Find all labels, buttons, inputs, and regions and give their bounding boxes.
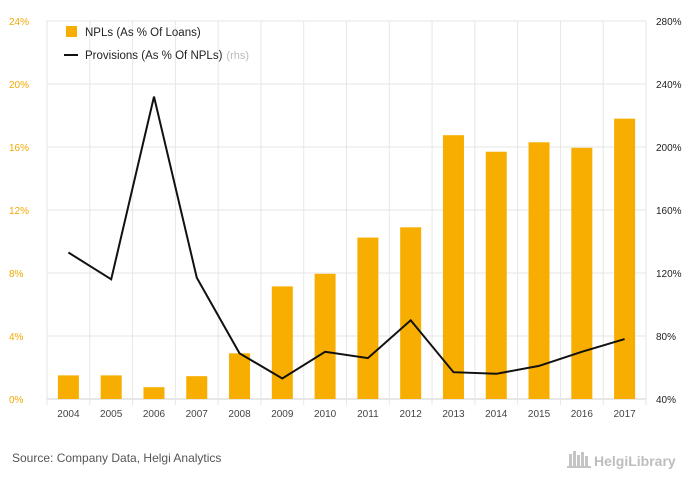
y-right-tick-label: 120% bbox=[656, 269, 682, 280]
left-axis: 0% 4% 8% 12% 16% 20% 24% bbox=[9, 17, 29, 406]
legend-line-label: Provisions (As % Of NPLs) bbox=[85, 50, 223, 62]
bar-2009 bbox=[271, 286, 293, 399]
legend-bar-swatch bbox=[66, 26, 77, 37]
y-left-tick-label: 4% bbox=[9, 332, 24, 343]
bar-2014 bbox=[485, 151, 507, 399]
y-right-tick-label: 40% bbox=[656, 395, 676, 406]
bookshelf-icon bbox=[567, 451, 591, 468]
x-tick-label-2004: 2004 bbox=[57, 409, 80, 420]
bar-2015 bbox=[528, 142, 550, 399]
bar-2011 bbox=[357, 237, 379, 399]
x-tick-label-2015: 2015 bbox=[528, 409, 551, 420]
legend-line-text: Provisions (As % Of NPLs) (rhs) bbox=[85, 50, 249, 62]
grid-lines bbox=[46, 20, 647, 405]
y-left-tick-label: 16% bbox=[9, 143, 29, 154]
bar-2005 bbox=[100, 375, 122, 399]
legend-line-suffix: (rhs) bbox=[226, 50, 249, 62]
x-tick-label-2009: 2009 bbox=[271, 409, 294, 420]
bar-2017 bbox=[614, 118, 636, 400]
x-tick-label-2010: 2010 bbox=[314, 409, 337, 420]
bar-2016 bbox=[571, 147, 593, 399]
bar-2008 bbox=[229, 353, 251, 399]
x-tick-label-2012: 2012 bbox=[400, 409, 423, 420]
x-tick-label-2016: 2016 bbox=[571, 409, 594, 420]
bar-2012 bbox=[400, 227, 422, 399]
right-axis: 40% 80% 120% 160% 200% 240% 280% bbox=[656, 17, 682, 406]
source-note: Source: Company Data, Helgi Analytics bbox=[12, 451, 221, 465]
y-right-tick-label: 80% bbox=[656, 332, 676, 343]
bar-2013 bbox=[442, 135, 464, 399]
bar-2007 bbox=[186, 376, 208, 399]
legend: NPLs (As % Of Loans) Provisions (As % Of… bbox=[64, 26, 249, 62]
x-tick-label-2006: 2006 bbox=[143, 409, 166, 420]
bar-series bbox=[57, 118, 636, 400]
bar-2004 bbox=[57, 375, 79, 399]
provisions-line bbox=[67, 96, 625, 380]
y-right-tick-label: 240% bbox=[656, 80, 682, 91]
x-tick-label-2005: 2005 bbox=[100, 409, 123, 420]
brand-name: HelgiLibrary bbox=[594, 453, 676, 469]
x-tick-label-2017: 2017 bbox=[613, 409, 636, 420]
x-tick-label-2008: 2008 bbox=[228, 409, 251, 420]
bar-2006 bbox=[143, 387, 165, 399]
bar-2010 bbox=[314, 273, 336, 399]
y-right-tick-label: 280% bbox=[656, 17, 682, 28]
y-left-tick-label: 24% bbox=[9, 17, 29, 28]
y-left-tick-label: 8% bbox=[9, 269, 24, 280]
line-series bbox=[67, 96, 625, 380]
y-right-tick-label: 160% bbox=[656, 206, 682, 217]
y-right-tick-label: 200% bbox=[656, 143, 682, 154]
y-left-tick-label: 20% bbox=[9, 80, 29, 91]
legend-bar-label: NPLs (As % Of Loans) bbox=[85, 27, 201, 39]
x-tick-label-2007: 2007 bbox=[186, 409, 209, 420]
x-tick-label-2013: 2013 bbox=[442, 409, 465, 420]
x-tick-label-2011: 2011 bbox=[357, 409, 379, 420]
y-left-tick-label: 0% bbox=[9, 395, 24, 406]
helgi-library-logo: HelgiLibrary bbox=[567, 451, 676, 469]
x-tick-label-2014: 2014 bbox=[485, 409, 508, 420]
y-left-tick-label: 12% bbox=[9, 206, 29, 217]
x-axis: 2004 2005 2006 2007 2008 2009 2010 2011 2012 2013… bbox=[57, 409, 636, 420]
